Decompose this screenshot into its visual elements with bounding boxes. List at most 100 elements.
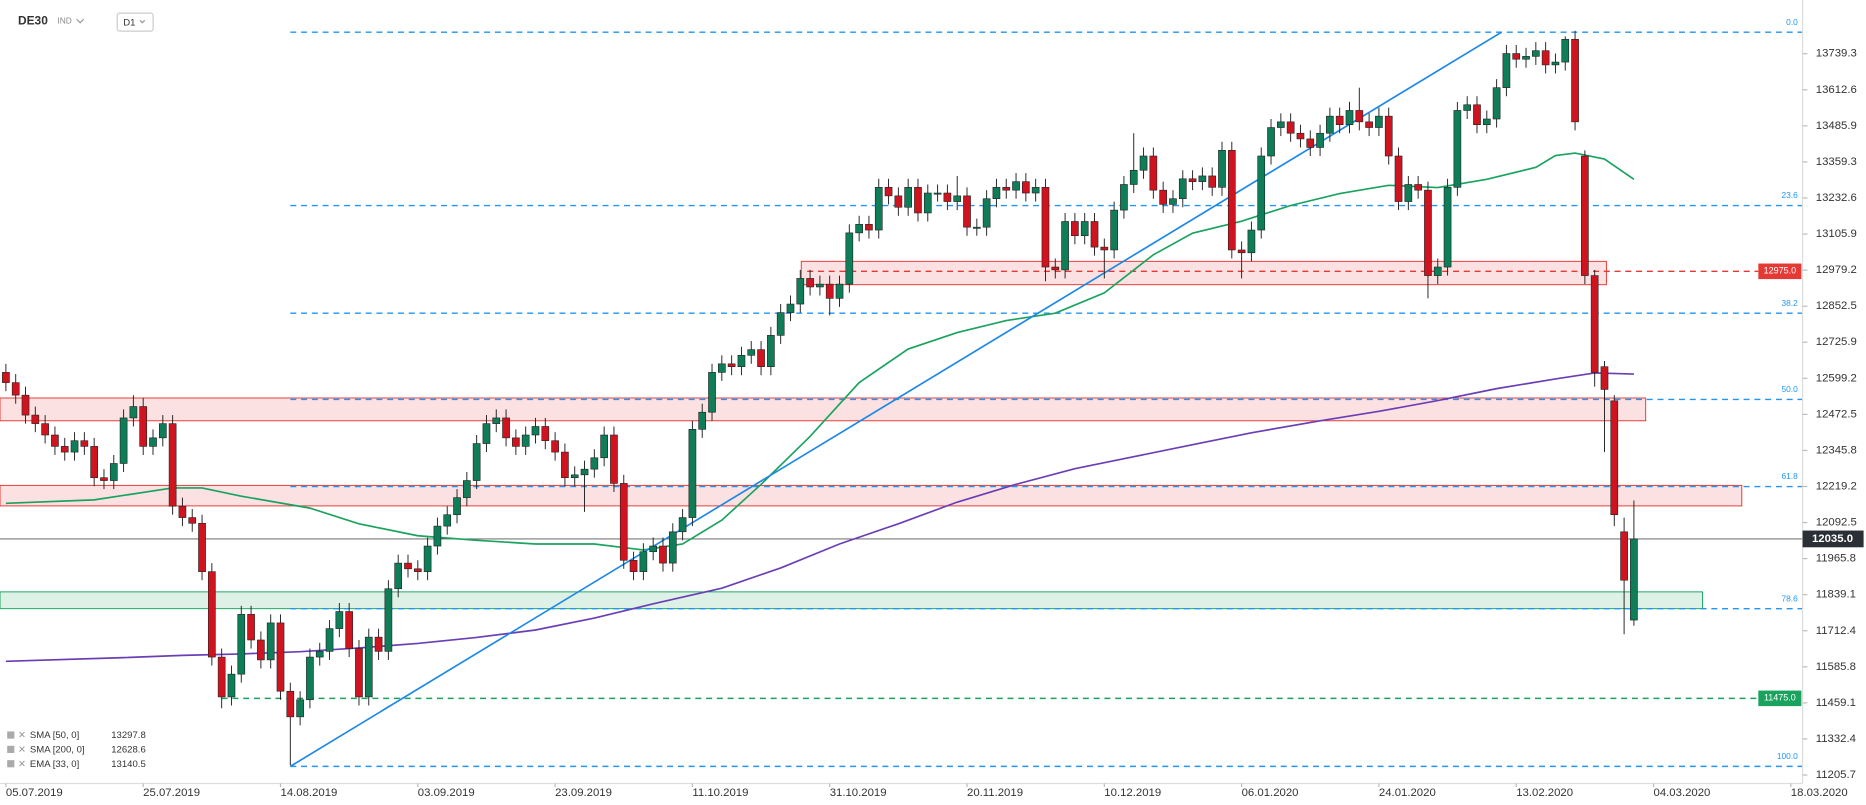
x-tick-label: 31.10.2019 <box>830 787 887 799</box>
symbol[interactable]: DE30 <box>18 14 48 28</box>
y-tick-label: 12599.2 <box>1816 372 1857 384</box>
interval-box[interactable] <box>116 12 154 32</box>
candle-body <box>776 312 785 336</box>
candle-body <box>463 480 471 498</box>
y-tick-label: 12219.2 <box>1816 480 1857 492</box>
x-tick-label: 04.03.2020 <box>1654 787 1711 799</box>
y-tick-label: 11332.4 <box>1816 733 1856 745</box>
y-tick-label: 12725.9 <box>1816 336 1857 348</box>
candle-body <box>1139 155 1148 171</box>
y-tick-label: 11839.1 <box>1816 589 1856 601</box>
candle-body <box>41 423 49 436</box>
candle-body <box>188 517 197 524</box>
x-tick-label: 18.03.2020 <box>1791 787 1848 799</box>
legend-close: ✕ <box>18 730 26 741</box>
fib-label: 50.0 <box>1782 384 1799 394</box>
candle-body <box>315 651 324 658</box>
candle-body <box>1306 138 1315 148</box>
zone <box>0 484 1743 507</box>
candle-body <box>531 426 540 436</box>
candle-body <box>1551 61 1560 66</box>
y-tick-label: 11712.4 <box>1816 625 1856 637</box>
candle-body <box>688 429 697 518</box>
candle-body <box>1051 266 1060 271</box>
candle-body <box>60 446 69 453</box>
candle-body <box>1512 53 1521 60</box>
candle-body <box>129 406 138 419</box>
candle-body <box>100 477 108 481</box>
candle-body <box>1492 87 1501 120</box>
candle-body <box>1002 187 1011 191</box>
candle-body <box>355 648 363 698</box>
candle-body <box>835 283 844 299</box>
candle-body <box>943 192 952 202</box>
legend-value: 13297.8 <box>111 730 146 741</box>
zone <box>0 591 1704 610</box>
candle-body <box>816 283 824 288</box>
candle-body <box>1384 115 1393 157</box>
candle-body <box>1129 169 1138 185</box>
y-tick-label: 13612.6 <box>1816 84 1857 96</box>
candle-body <box>904 187 912 208</box>
candle-body <box>1120 184 1128 211</box>
candle-body <box>610 434 618 484</box>
candle-body <box>541 426 550 442</box>
candle-body <box>1532 50 1540 57</box>
candle-body <box>364 636 373 698</box>
candle-body <box>992 187 1001 200</box>
candle-body <box>1590 275 1599 373</box>
candle-body <box>90 446 98 479</box>
level-label: 11475.0 <box>1764 693 1796 703</box>
candle-body <box>1100 246 1109 251</box>
candle-body <box>1169 198 1177 205</box>
fib-label: 0.0 <box>1786 17 1798 27</box>
candle-body <box>1257 155 1266 231</box>
candle-body <box>972 226 981 229</box>
candle-body <box>413 568 422 572</box>
candle-body <box>619 483 628 561</box>
candle-body <box>933 192 942 195</box>
candle-body <box>649 545 658 553</box>
candle-body <box>884 187 893 197</box>
zone <box>0 397 1647 422</box>
market: IND <box>57 16 71 26</box>
candle-body <box>472 443 481 481</box>
fib-label: 61.8 <box>1782 471 1799 481</box>
candle-body <box>1620 531 1628 581</box>
y-tick-label: 12345.8 <box>1816 444 1857 456</box>
candle-body <box>1630 538 1638 621</box>
legend-close: ✕ <box>18 759 26 770</box>
candle-body <box>786 303 795 313</box>
candle-body <box>1218 150 1226 188</box>
legend-name: SMA [200, 0] <box>30 745 85 756</box>
y-tick-label: 13232.6 <box>1816 192 1857 204</box>
candle-body <box>1375 115 1383 128</box>
candle-body <box>345 611 353 649</box>
candle-body <box>1610 400 1619 516</box>
candle-body <box>512 437 520 447</box>
y-tick-label: 12092.5 <box>1816 517 1857 529</box>
candle-body <box>865 224 873 231</box>
candle-body <box>443 514 452 527</box>
y-tick-label: 13359.3 <box>1816 156 1857 168</box>
x-tick-label: 25.07.2019 <box>143 787 200 799</box>
dropdown-icon[interactable] <box>76 18 85 24</box>
candle-body <box>747 349 756 356</box>
legend-icon <box>7 745 15 753</box>
y-tick-label: 12472.5 <box>1816 408 1857 420</box>
candle-body <box>1473 104 1481 125</box>
dropdown-icon[interactable] <box>139 19 146 24</box>
candle-body <box>1502 53 1511 88</box>
candle-body <box>708 372 716 413</box>
candle-body <box>629 559 638 572</box>
legend-icon <box>7 760 15 768</box>
candle-body <box>1286 121 1295 134</box>
y-tick-label: 11585.8 <box>1816 661 1856 673</box>
candle-body <box>208 571 216 658</box>
candle-body <box>1571 38 1579 123</box>
candle-body <box>698 411 707 430</box>
candle-body <box>31 414 40 424</box>
candle-body <box>923 192 932 214</box>
interval[interactable]: D1 <box>123 17 135 28</box>
candle-body <box>767 335 775 367</box>
